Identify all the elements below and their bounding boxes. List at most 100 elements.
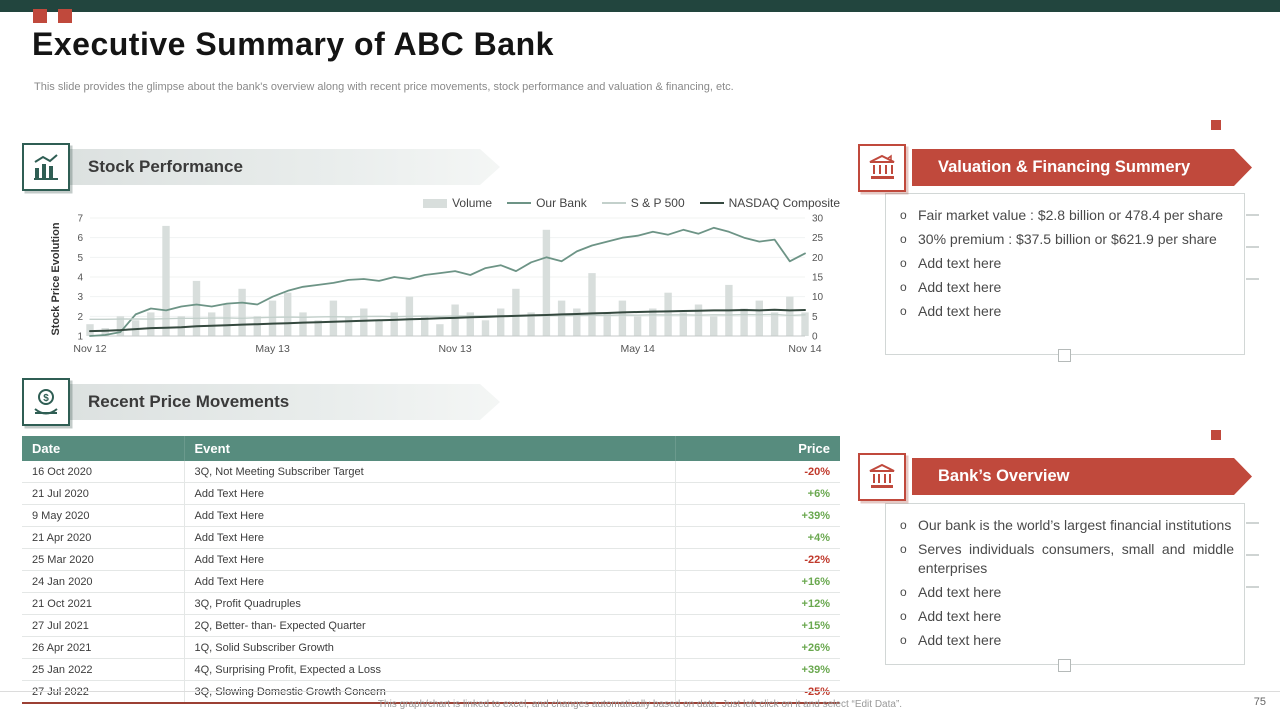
tick-mark <box>1246 522 1259 524</box>
legend-swatch <box>699 202 724 204</box>
valuation-icon-box <box>858 144 906 192</box>
svg-text:Nov 12: Nov 12 <box>73 343 106 355</box>
table-row: 26 Apr 2021 1Q, Solid Subscriber Growth +2… <box>22 636 840 659</box>
cell-date: 21 Oct 2021 <box>22 592 185 615</box>
svg-text:10: 10 <box>812 292 824 303</box>
cell-date: 27 Jul 2021 <box>22 614 185 637</box>
cell-event: Add Text Here <box>184 504 676 527</box>
column-header-date: Date <box>22 436 185 461</box>
bullet-marker: o <box>900 633 907 647</box>
cell-event: 3Q, Profit Quadruples <box>184 592 676 615</box>
accent-square <box>1211 120 1221 130</box>
bullet-marker: o <box>900 609 907 623</box>
bank-overview-header: Bank’s Overview <box>912 458 1252 495</box>
chart-legend: Volume Our Bank S & P 500 NASDAQ Composite <box>340 196 840 210</box>
valuation-box: o Fair market value : $2.8 billion or 478… <box>885 193 1245 355</box>
bullet-marker: o <box>900 280 907 294</box>
table-row: 9 May 2020 Add Text Here +39% <box>22 504 840 527</box>
cell-date: 9 May 2020 <box>22 504 185 527</box>
tick-mark <box>1246 246 1259 248</box>
bullet-item: o Serves individuals consumers, small and… <box>900 540 1234 578</box>
cell-price: +16% <box>675 570 840 593</box>
bank-overview-box: o Our bank is the world’s largest financi… <box>885 503 1245 665</box>
section-title: Stock Performance <box>88 157 243 176</box>
recent-price-movements-header: Recent Price Movements <box>70 384 500 420</box>
cell-date: 26 Apr 2021 <box>22 636 185 659</box>
cell-event: Add Text Here <box>184 548 676 571</box>
table-row: 25 Jan 2022 4Q, Surprising Profit, Expect… <box>22 658 840 681</box>
table-row: 21 Oct 2021 3Q, Profit Quadruples +12% <box>22 592 840 615</box>
cell-date: 25 Mar 2020 <box>22 548 185 571</box>
bank-icon <box>869 463 895 488</box>
cell-date: 21 Apr 2020 <box>22 526 185 549</box>
bullet-item: o Fair market value : $2.8 billion or 478… <box>900 206 1234 225</box>
price-movements-icon-box: $ <box>22 378 70 426</box>
bullet-item: o Add text here <box>900 631 1234 650</box>
section-title: Bank’s Overview <box>938 467 1070 485</box>
legend-label: Our Bank <box>536 196 587 210</box>
tick-mark <box>1246 554 1259 556</box>
bullet-text: 30% premium : $37.5 billion or $621.9 pe… <box>918 231 1217 247</box>
bullet-text: Serves individuals consumers, small and … <box>918 541 1234 576</box>
cell-price: +26% <box>675 636 840 659</box>
table-row: 27 Jul 2021 2Q, Better- than- Expected Qu… <box>22 614 840 637</box>
bullet-text: Add text here <box>918 303 1002 319</box>
svg-text:Nov 13: Nov 13 <box>438 343 471 355</box>
bullet-item: o Our bank is the world’s largest financi… <box>900 516 1234 535</box>
cell-price: +15% <box>675 614 840 637</box>
bullet-item: o Add text here <box>900 302 1234 321</box>
cell-price: +6% <box>675 482 840 505</box>
footer-divider <box>0 691 1280 692</box>
table-row: 21 Apr 2020 Add Text Here +4% <box>22 526 840 549</box>
tick-mark <box>1246 278 1259 280</box>
footer-note: This graph/chart is linked to excel, and… <box>377 699 903 710</box>
connector-square <box>1058 349 1071 362</box>
svg-text:6: 6 <box>77 233 83 244</box>
bullet-text: Add text here <box>918 255 1002 271</box>
cell-event: Add Text Here <box>184 526 676 549</box>
svg-text:5: 5 <box>812 312 818 323</box>
svg-text:15: 15 <box>812 273 824 284</box>
page-title: Executive Summary of ABC Bank <box>32 26 554 62</box>
bullet-text: Add text here <box>918 632 1002 648</box>
bullet-marker: o <box>900 208 907 222</box>
legend-item: Our Bank <box>507 196 587 210</box>
legend-label: NASDAQ Composite <box>728 196 840 210</box>
table-header-row: Date Event Price <box>22 436 840 461</box>
accent-square <box>1211 430 1221 440</box>
svg-text:$: $ <box>43 393 49 404</box>
svg-text:1: 1 <box>77 332 83 343</box>
tick-mark <box>1246 214 1259 216</box>
money-hand-icon: $ <box>34 389 58 415</box>
cell-price: +12% <box>675 592 840 615</box>
cell-date: 16 Oct 2020 <box>22 461 185 483</box>
table-row: 16 Oct 2020 3Q, Not Meeting Subscriber Ta… <box>22 461 840 483</box>
bullet-marker: o <box>900 518 907 532</box>
bullet-text: Our bank is the world’s largest financia… <box>918 517 1232 533</box>
legend-item: NASDAQ Composite <box>699 196 840 210</box>
price-table-body: 16 Oct 2020 3Q, Not Meeting Subscriber Ta… <box>22 461 840 704</box>
bullet-text: Add text here <box>918 584 1002 600</box>
bullet-marker: o <box>900 585 907 599</box>
stock-performance-header: Stock Performance <box>70 149 500 185</box>
bullet-item: o Add text here <box>900 583 1234 602</box>
section-title: Recent Price Movements <box>88 392 290 411</box>
svg-text:30: 30 <box>812 214 824 225</box>
column-header-price: Price <box>675 436 840 461</box>
price-movements-table: Date Event Price 16 Oct 2020 3Q, Not Meet… <box>22 436 840 704</box>
top-accent-bar <box>0 0 1280 12</box>
table-row: 25 Mar 2020 Add Text Here -22% <box>22 548 840 571</box>
page-number: 75 <box>1253 696 1266 708</box>
cell-event: 1Q, Solid Subscriber Growth <box>184 636 676 659</box>
svg-text:Nov 14: Nov 14 <box>788 343 821 355</box>
stock-chart-svg[interactable]: 1 2 3 4 5 6 7 0 5 10 15 20 25 30 Nov 12 May 13 Nov 13 May… <box>40 212 840 362</box>
legend-label: S & P 500 <box>630 196 685 210</box>
svg-text:20: 20 <box>812 253 824 264</box>
bullet-item: o 30% premium : $37.5 billion or $621.9 p… <box>900 230 1234 249</box>
cell-event: 3Q, Not Meeting Subscriber Target <box>184 461 676 483</box>
cell-event: Add Text Here <box>184 570 676 593</box>
bullet-item: o Add text here <box>900 278 1234 297</box>
svg-text:0: 0 <box>812 332 818 343</box>
cell-date: 24 Jan 2020 <box>22 570 185 593</box>
